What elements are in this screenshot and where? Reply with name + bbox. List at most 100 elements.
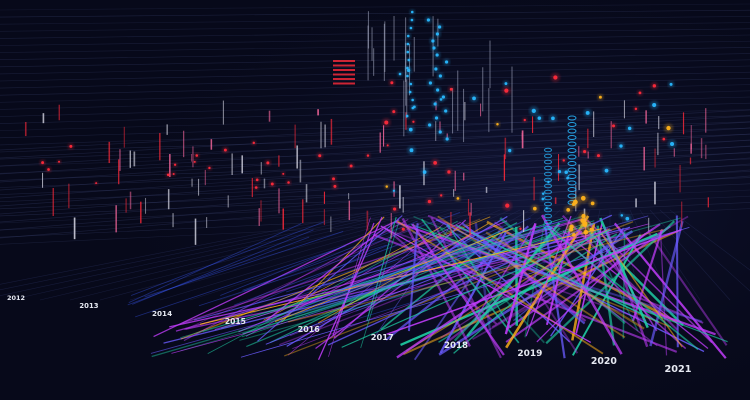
grid-line	[0, 109, 750, 131]
floor-data-streaks	[127, 211, 728, 361]
data-node	[435, 53, 439, 57]
horizon-line	[0, 163, 750, 223]
grid-line	[0, 71, 750, 89]
red-bar	[333, 60, 355, 62]
grid-line	[0, 102, 750, 124]
data-streak	[491, 228, 653, 328]
data-streak	[184, 221, 424, 331]
data-node	[408, 127, 413, 132]
grid-line	[0, 84, 750, 103]
data-node	[638, 91, 642, 95]
data-streak	[312, 234, 509, 306]
floor-line	[629, 209, 671, 301]
grid-line	[0, 90, 750, 110]
data-streak	[355, 255, 568, 320]
data-node	[532, 206, 537, 211]
data-node	[427, 199, 432, 204]
data-streak	[214, 219, 584, 330]
data-streak	[504, 223, 537, 335]
data-streak	[127, 236, 310, 306]
data-streak	[412, 231, 703, 323]
grid-line	[0, 16, 750, 25]
data-node	[569, 227, 574, 232]
floor-line	[339, 209, 521, 301]
data-streak	[360, 223, 399, 349]
data-node	[69, 144, 73, 148]
data-node	[537, 116, 542, 120]
data-node	[572, 199, 578, 205]
data-streak	[193, 219, 568, 321]
data-node	[409, 82, 413, 86]
data-streak	[180, 216, 491, 340]
year-label-2018: 2018	[444, 341, 468, 351]
data-node	[195, 154, 199, 157]
data-node	[519, 227, 522, 230]
data-node	[398, 72, 402, 76]
data-node	[58, 160, 61, 163]
data-node	[566, 176, 569, 180]
data-streak	[410, 223, 728, 343]
data-node	[507, 148, 512, 153]
data-node	[287, 181, 290, 184]
data-streak	[128, 223, 302, 303]
horizon-line	[0, 151, 750, 207]
year-label-2013: 2013	[79, 302, 98, 310]
data-node	[438, 74, 442, 78]
data-node	[270, 182, 274, 186]
grid-line	[0, 133, 750, 160]
data-node	[266, 161, 270, 165]
data-ring	[567, 115, 577, 121]
data-streak	[257, 215, 403, 342]
data-node	[438, 25, 442, 29]
grid-line	[0, 3, 750, 11]
data-node	[413, 105, 416, 109]
data-node	[409, 148, 414, 153]
glowing-data-nodes	[39, 9, 677, 239]
red-bar	[333, 64, 355, 67]
data-node	[333, 184, 337, 188]
data-node	[392, 189, 396, 192]
data-node	[666, 125, 671, 131]
data-node	[670, 141, 675, 147]
data-streak	[287, 229, 664, 323]
data-node	[41, 161, 45, 165]
data-streak	[372, 228, 449, 341]
data-streak	[649, 220, 684, 347]
data-streak	[175, 218, 583, 332]
grid-line	[0, 164, 750, 195]
data-streak	[453, 227, 561, 342]
horizon-line	[0, 127, 750, 175]
data-node	[662, 137, 666, 141]
data-streak	[200, 228, 602, 325]
data-streak	[135, 245, 346, 318]
data-node	[254, 186, 258, 189]
grid-line	[0, 22, 750, 32]
data-ring	[544, 147, 552, 153]
data-streak	[234, 246, 431, 320]
data-streak	[320, 231, 540, 306]
data-streak	[202, 215, 582, 333]
grid-line	[0, 189, 750, 224]
data-streak	[545, 220, 676, 345]
data-ring	[544, 159, 552, 165]
data-ring	[544, 225, 552, 231]
data-streak	[327, 214, 613, 346]
data-node	[252, 141, 256, 145]
data-node	[625, 216, 630, 221]
data-streak	[243, 220, 418, 292]
data-node	[444, 109, 448, 113]
data-streak	[295, 244, 462, 317]
data-streak	[485, 231, 645, 330]
horizon-line	[0, 169, 750, 231]
data-node	[620, 214, 624, 217]
grid-line	[0, 195, 750, 231]
data-node	[438, 130, 442, 134]
data-node	[449, 87, 453, 91]
data-node	[572, 233, 576, 237]
data-node	[384, 120, 389, 125]
data-node	[596, 154, 601, 158]
floor-line	[0, 209, 401, 297]
data-node	[580, 195, 586, 201]
data-node	[426, 18, 431, 22]
